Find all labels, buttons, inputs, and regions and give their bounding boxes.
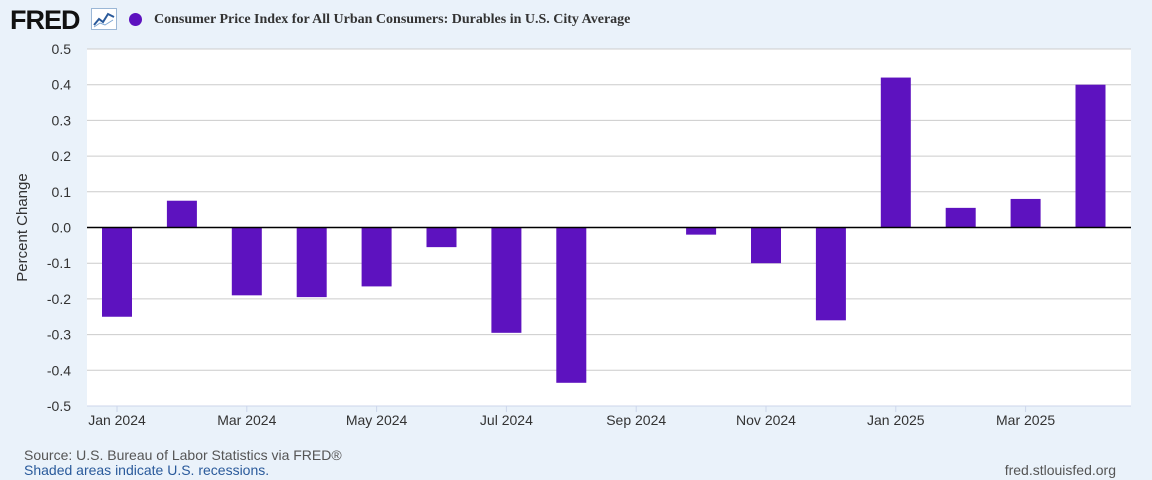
x-tick-label: Jan 2025: [867, 412, 925, 428]
y-tick-label: 0.2: [52, 148, 72, 164]
y-tick-label: 0.0: [52, 220, 72, 236]
site-link[interactable]: fred.stlouisfed.org: [1004, 462, 1116, 478]
bar-dec-2024: [815, 227, 846, 321]
bar-oct-2024: [686, 227, 717, 235]
legend-label: Consumer Price Index for All Urban Consu…: [154, 12, 631, 27]
bar-mar-2024: [231, 227, 262, 296]
x-tick-label: Sep 2024: [606, 412, 666, 428]
x-tick-label: Jan 2024: [88, 412, 146, 428]
y-tick-label: 0.5: [52, 41, 72, 57]
y-tick-label: -0.4: [47, 362, 71, 378]
bar-may-2024: [361, 227, 392, 287]
bar-mar-2025: [1010, 198, 1041, 228]
bar-aug-2024: [556, 227, 587, 383]
y-tick-label: -0.2: [47, 291, 71, 307]
bar-apr-2024: [296, 227, 327, 298]
y-tick-label: -0.5: [47, 398, 71, 414]
source-note: Source: U.S. Bureau of Labor Statistics …: [24, 447, 342, 463]
bar-nov-2024: [751, 227, 781, 264]
bar-jun-2024: [426, 227, 457, 248]
chart-header: FRED Consumer Price Index for All Urban …: [0, 0, 1152, 40]
x-tick-label: Mar 2024: [217, 412, 276, 428]
bar-jul-2024: [491, 227, 522, 333]
bar-jan-2025: [880, 77, 911, 228]
legend-swatch-icon: [129, 13, 142, 26]
bar-feb-2024: [166, 200, 197, 228]
bar-chart: 0.5 0.4 0.3 0.2 0.1 0.0 -0.1 -0.2 -0.3 -0.4 -0.5 Pe…: [14, 41, 1131, 428]
fred-logo[interactable]: FRED: [10, 5, 80, 35]
recession-note: Shaded areas indicate U.S. recessions.: [24, 462, 270, 478]
bar-feb-2025: [945, 207, 976, 228]
y-tick-label: 0.3: [52, 112, 72, 128]
y-tick-label: 0.4: [52, 77, 72, 93]
y-axis-label: Percent Change: [14, 173, 31, 281]
x-tick-label: Mar 2025: [996, 412, 1055, 428]
y-tick-label: -0.1: [47, 255, 71, 271]
bar-jan-2024: [102, 227, 132, 317]
bar-apr-2025: [1075, 84, 1106, 228]
trend-line-icon: [91, 8, 117, 30]
x-tick-label: May 2024: [346, 412, 408, 428]
y-tick-label: 0.1: [52, 184, 72, 200]
y-tick-label: -0.3: [47, 327, 71, 343]
x-tick-label: Nov 2024: [736, 412, 796, 428]
x-tick-label: Jul 2024: [480, 412, 533, 428]
